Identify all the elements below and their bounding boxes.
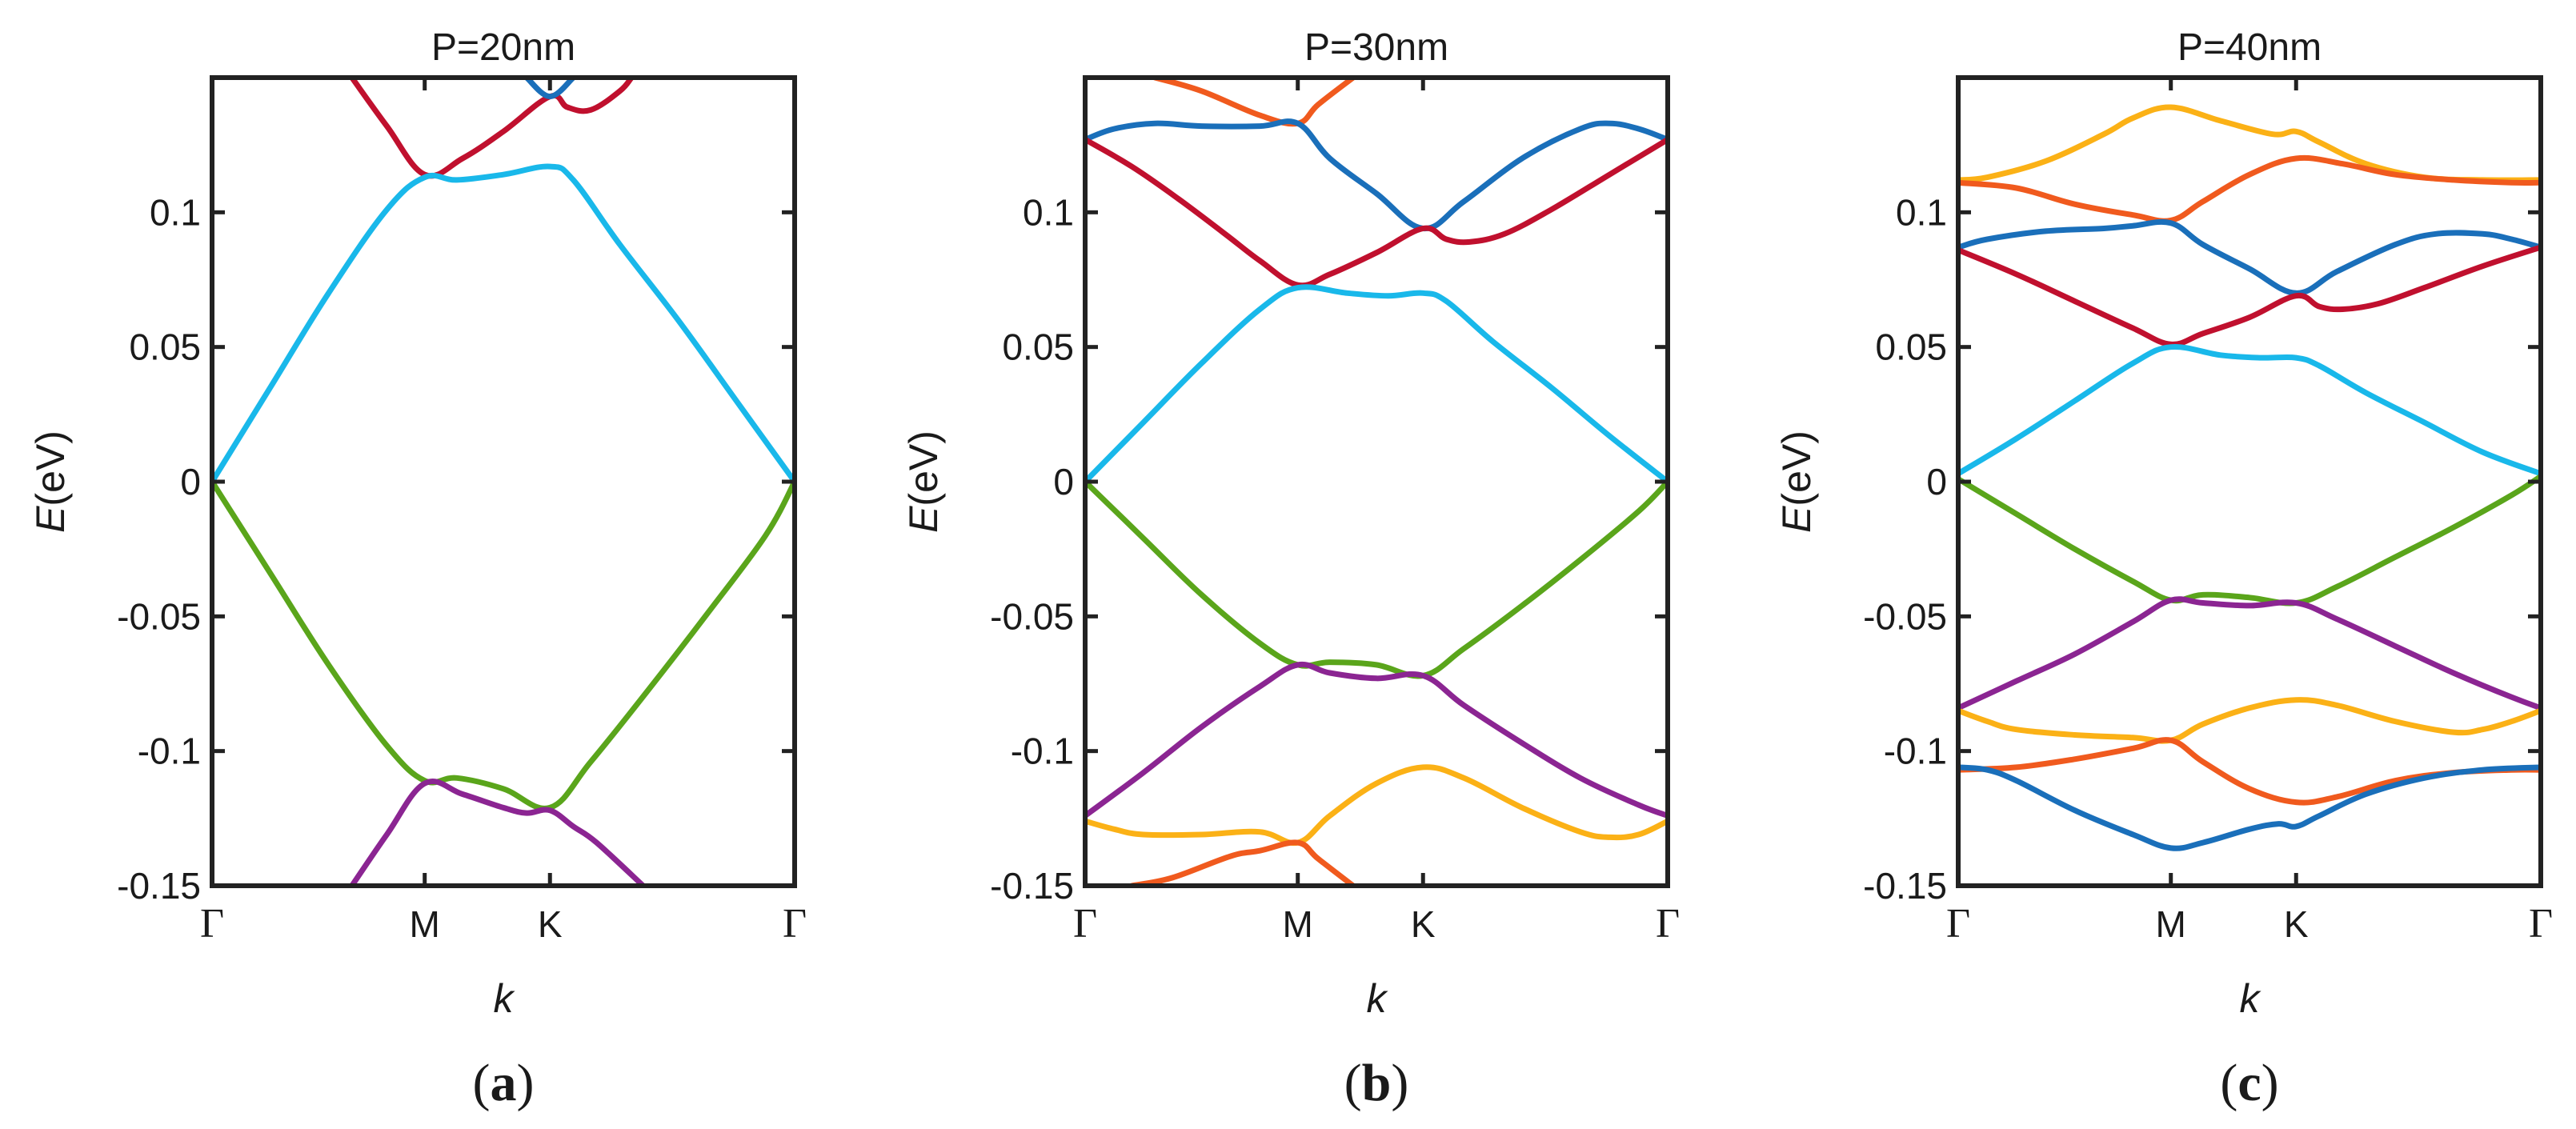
series-line-purple [1958, 596, 2541, 711]
x-tick-label: M [410, 903, 440, 945]
axes-box [1083, 75, 1670, 888]
y-tick-label: 0.05 [129, 326, 201, 368]
series-line-green [212, 478, 795, 811]
y-tick-label: -0.15 [990, 865, 1074, 907]
panel-title: P=30nm [1304, 26, 1448, 69]
x-tick-label: M [2156, 903, 2186, 945]
panel-a: -0.15 -0.1 -0.05 0 0.05 0.1 Γ M K Γ P=20nm k E(eV) (a… [28, 26, 807, 1112]
x-axis-label: k [494, 976, 516, 1021]
x-tick-label: Γ [2529, 901, 2553, 947]
y-tick-label: 0.1 [1023, 191, 1074, 233]
y-tick-label: -0.1 [138, 731, 201, 772]
series-line-yellow [1085, 764, 1668, 847]
y-tick-label: -0.05 [117, 595, 201, 637]
x-tick-label: Γ [200, 901, 224, 947]
x-tick-label: K [538, 903, 563, 945]
series-line-blue-top [523, 78, 576, 100]
y-axis-label: E(eV) [1774, 430, 1819, 533]
panel-title: P=20nm [431, 26, 575, 69]
series-line-cyan [212, 163, 795, 485]
x-tick-label: Γ [1656, 901, 1680, 947]
y-tick-label: 0 [180, 461, 201, 502]
series-line-green [1085, 478, 1668, 679]
series-line-red [1958, 244, 2541, 347]
y-tick-label: -0.15 [1863, 865, 1947, 907]
series-group [1958, 104, 2541, 851]
panel-c: -0.15 -0.1 -0.05 0 0.05 0.1 Γ M K Γ P=40nm k E(eV) (c… [1774, 26, 2553, 1112]
x-tick-label: Γ [783, 901, 807, 947]
y-tick-label: 0.05 [1875, 326, 1947, 368]
series-group [212, 78, 795, 886]
series-line-cyan [1085, 284, 1668, 485]
panel-label: (a) [473, 1054, 535, 1112]
x-tick-label: Γ [1073, 901, 1097, 947]
x-tick-label: Γ [1946, 901, 1970, 947]
y-tick-label: -0.05 [990, 595, 1074, 637]
series-line-red-upper [349, 78, 635, 179]
panel-label: (c) [2220, 1054, 2278, 1112]
x-tick-label: K [2284, 903, 2309, 945]
x-axis-label: k [2240, 976, 2262, 1021]
y-tick-label: -0.05 [1863, 595, 1947, 637]
series-line-yellow-upper [1958, 104, 2541, 183]
series-line-orange-lower [1128, 839, 1356, 886]
series-line-blue [1085, 118, 1668, 232]
y-tick-label: 0 [1053, 461, 1074, 502]
series-line-red [1085, 136, 1668, 289]
y-tick-label: -0.1 [1884, 731, 1947, 772]
axes-box [210, 75, 797, 888]
x-tick-label: K [1411, 903, 1436, 945]
series-line-purple [1085, 661, 1668, 819]
y-tick-label: 0.1 [150, 191, 201, 233]
y-tick-label: 0.05 [1002, 326, 1074, 368]
y-axis-label: E(eV) [901, 430, 946, 533]
panel-title: P=40nm [2177, 26, 2322, 69]
series-group [1085, 78, 1668, 886]
series-line-yellow-lower [1958, 697, 2541, 744]
series-line-cyan [1958, 343, 2541, 477]
y-tick-label: -0.15 [117, 865, 201, 907]
series-line-orange-upper [1958, 154, 2541, 224]
series-line-blue-upper [1958, 218, 2541, 296]
series-line-purple [349, 779, 647, 886]
x-tick-label: M [1283, 903, 1313, 945]
panel-label: (b) [1344, 1054, 1409, 1112]
series-line-orange-upper [1152, 78, 1356, 127]
y-tick-label: 0.1 [1896, 191, 1947, 233]
series-line-green [1958, 473, 2541, 607]
series-line-blue-lower [1958, 764, 2541, 851]
x-axis-label: k [1367, 976, 1389, 1021]
y-axis-label: E(eV) [28, 430, 73, 533]
panel-b: -0.15 -0.1 -0.05 0 0.05 0.1 Γ M K Γ P=30nm k E(eV) (b… [901, 26, 1680, 1112]
y-tick-label: 0 [1926, 461, 1947, 502]
y-tick-label: -0.1 [1011, 731, 1074, 772]
